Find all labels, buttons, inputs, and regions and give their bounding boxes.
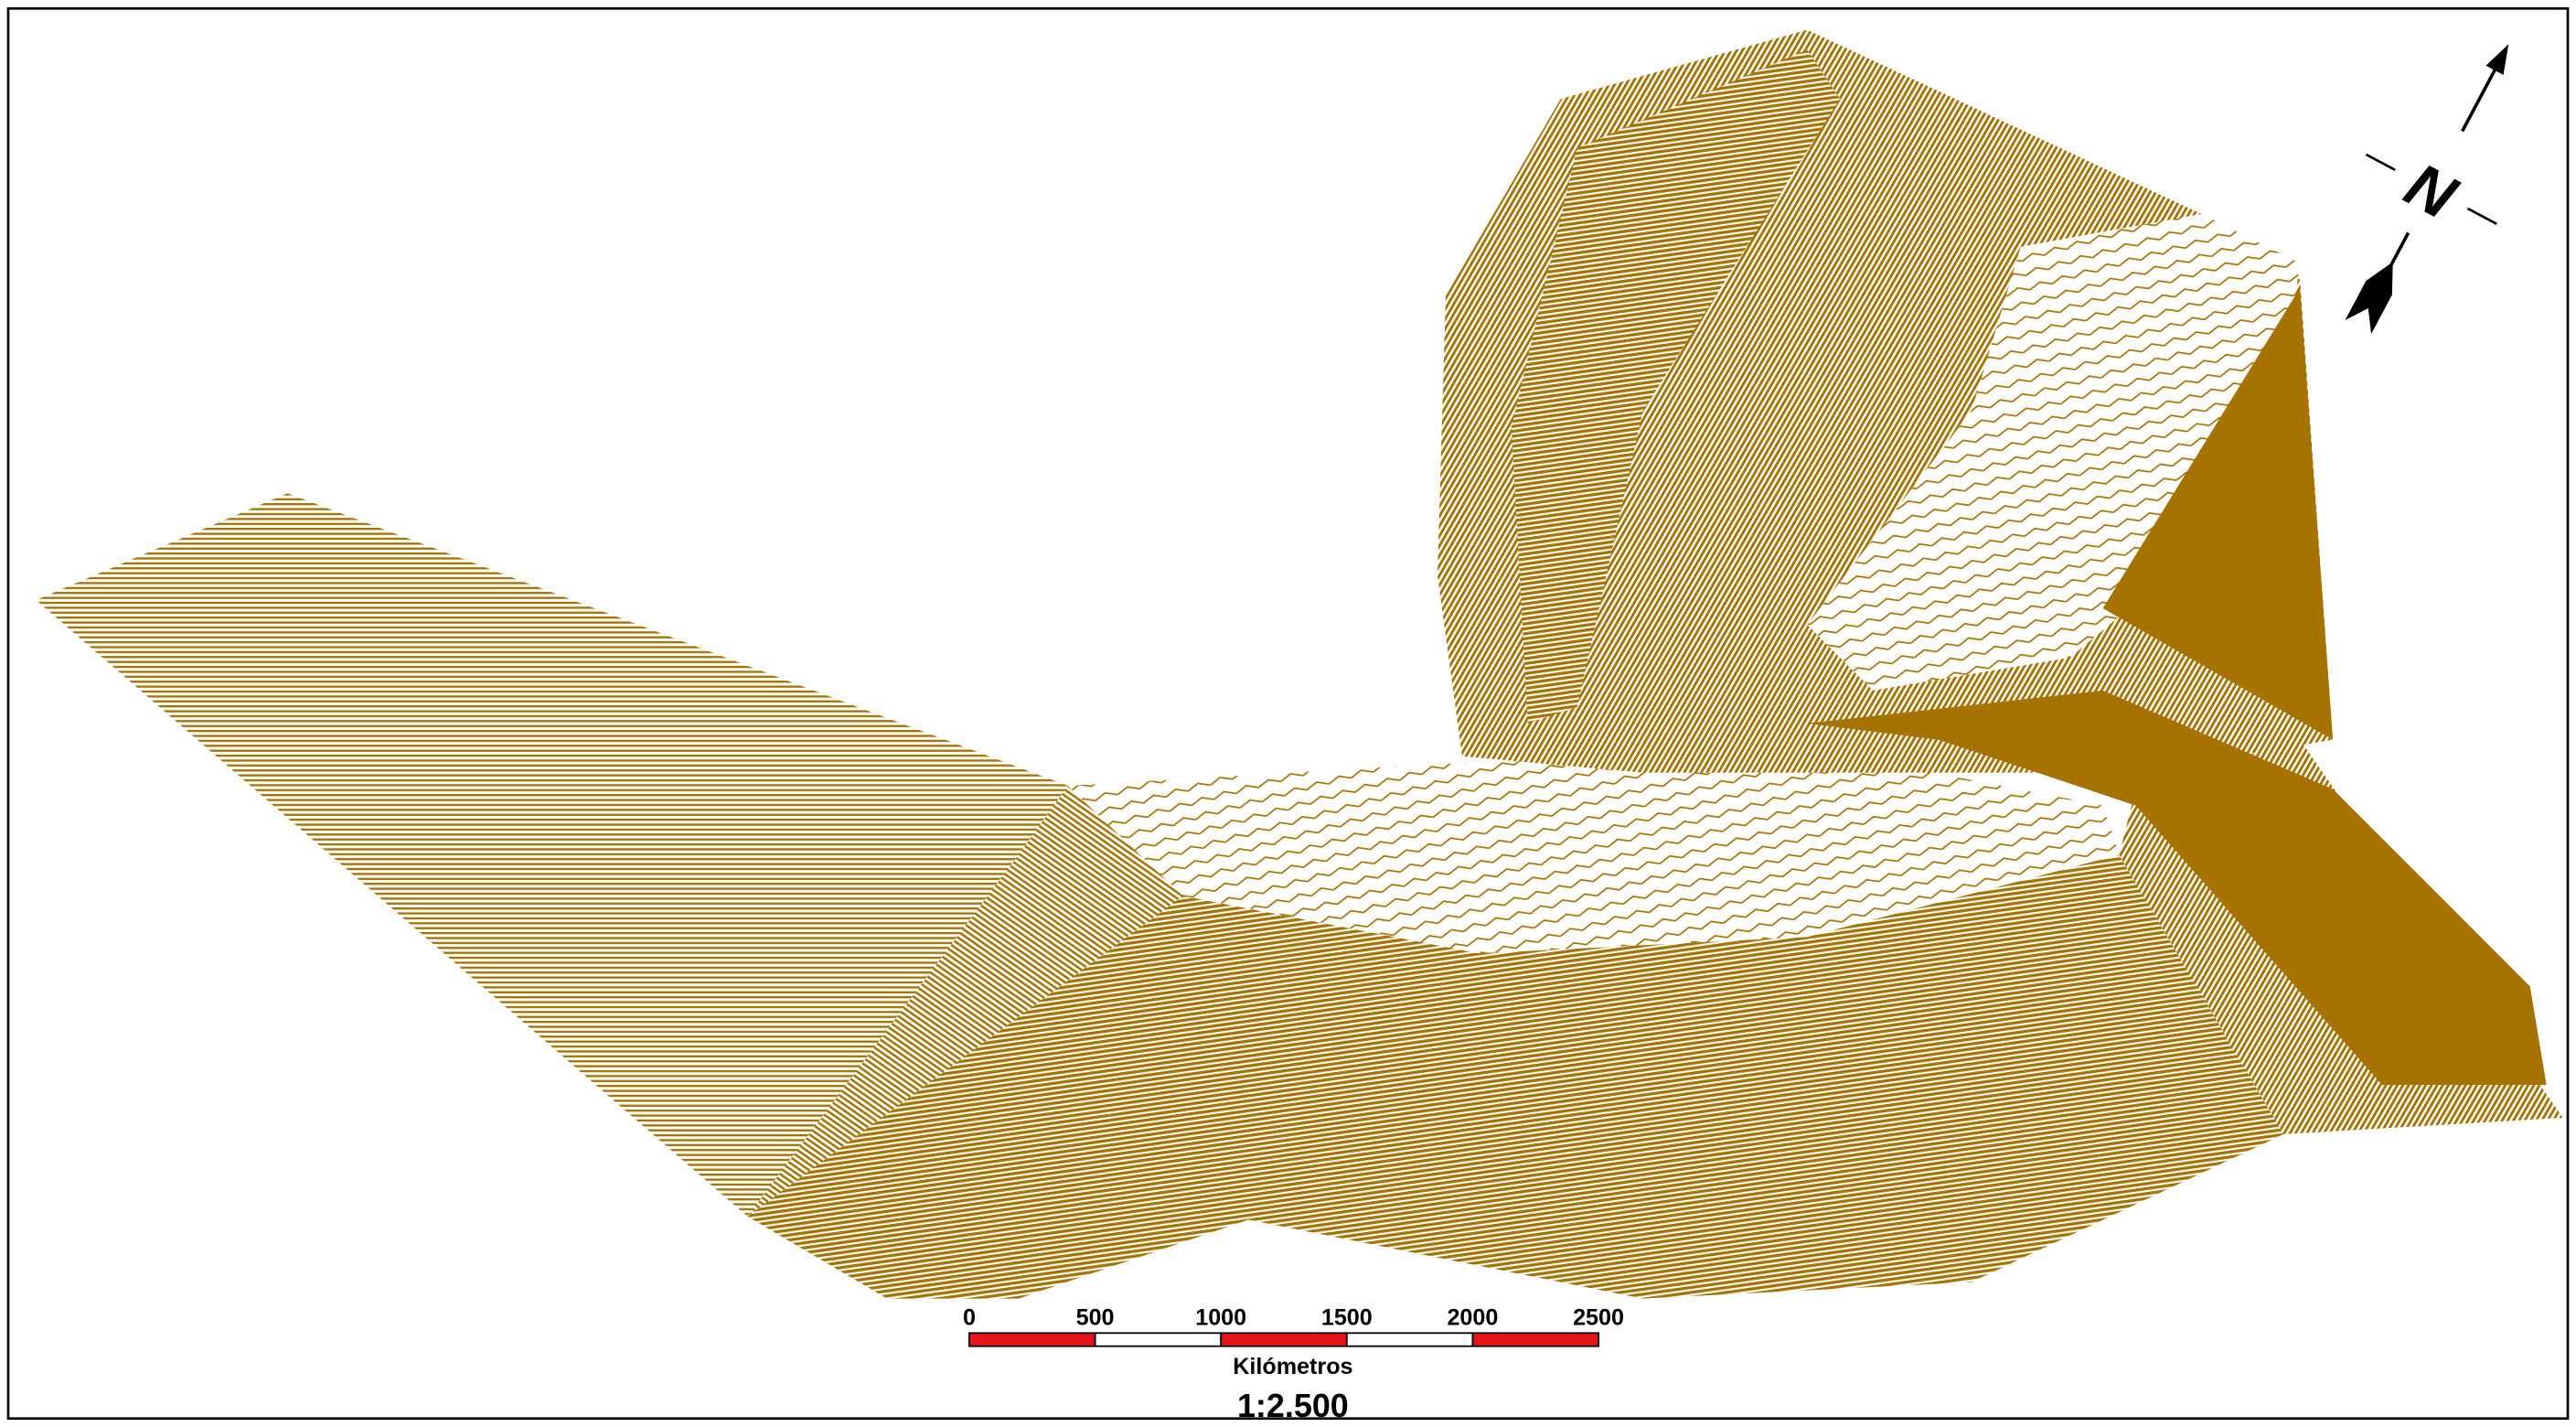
scale-ratio: 1:2.500 [1237,1387,1349,1424]
north-arrow-bar [2365,153,2396,172]
scale-segment [1471,1332,1599,1347]
scale-segment [1345,1332,1474,1347]
north-arrow-head [2485,44,2509,75]
scale-segment [968,1332,1096,1347]
scale-segment [1220,1332,1348,1347]
scale-unit: Kilómetros [1233,1354,1352,1379]
terrain-inner-valley [1807,213,2301,691]
scale-tick-label: 2000 [1447,1304,1498,1330]
terrain-dark-streak [1807,690,2547,1086]
terrain [36,29,2563,1299]
north-label: N [2394,150,2468,233]
terrain-dark-face [2102,287,2334,740]
north-arrow-fletch [2345,262,2393,335]
terrain-mountain-face [1511,49,1841,724]
scale-tick-label: 1000 [1195,1304,1246,1330]
scale-bar: Kilómetros 1:2.500 0 500 1000 1500 2000 2500 [963,1304,1624,1424]
scale-tick-label: 500 [1076,1304,1115,1330]
north-arrow-bar [2466,207,2497,226]
scale-tick-label: 1500 [1321,1304,1373,1330]
scale-tick-label: 0 [963,1304,976,1330]
terrain-ridge-south [747,854,2284,1299]
north-arrow: N [2345,44,2509,335]
scale-segment [1094,1332,1223,1347]
map-frame [6,6,2570,1421]
terrain-valley [1067,747,2120,954]
scale-tick-label: 2500 [1573,1304,1624,1330]
terrain-ridge-west [36,493,1068,1217]
